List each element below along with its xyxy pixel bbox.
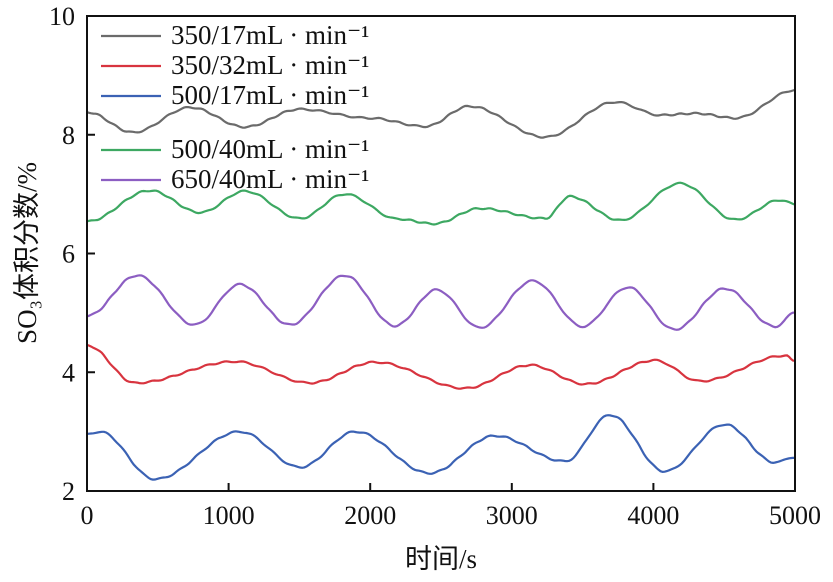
series-line-4 xyxy=(86,181,796,226)
x-tick-label: 3000 xyxy=(486,501,538,530)
y-tick-label: 6 xyxy=(62,240,75,269)
series-line-2 xyxy=(86,343,796,390)
series-line-1 xyxy=(86,88,796,139)
legend-label: 350/32mL · min⁻¹ xyxy=(171,50,369,80)
y-tick-label: 10 xyxy=(49,2,75,31)
x-tick-label: 2000 xyxy=(344,501,396,530)
series-lines xyxy=(86,88,796,481)
series-line-3 xyxy=(86,414,795,481)
x-tick-label: 1000 xyxy=(203,501,255,530)
y-axis-label: SO₃体积分数/% xyxy=(12,162,42,344)
legend-label: 650/40mL · min⁻¹ xyxy=(171,164,369,194)
y-tick-label: 2 xyxy=(62,477,75,506)
legend-label: 500/17mL · min⁻¹ xyxy=(171,80,369,110)
x-tick-label: 0 xyxy=(81,501,94,530)
legend-label: 500/40mL · min⁻¹ xyxy=(171,134,369,164)
x-tick-label: 5000 xyxy=(769,501,821,530)
y-tick-label: 4 xyxy=(62,358,75,387)
x-axis-label: 时间/s xyxy=(405,544,477,574)
y-tick-label: 8 xyxy=(62,121,75,150)
axis-ticks: 0 1000 2000 3000 4000 5000 2 4 6 8 10 xyxy=(49,2,821,530)
legend-label: 350/17mL · min⁻¹ xyxy=(171,20,369,50)
series-line-5 xyxy=(86,274,796,331)
x-tick-label: 4000 xyxy=(627,501,679,530)
